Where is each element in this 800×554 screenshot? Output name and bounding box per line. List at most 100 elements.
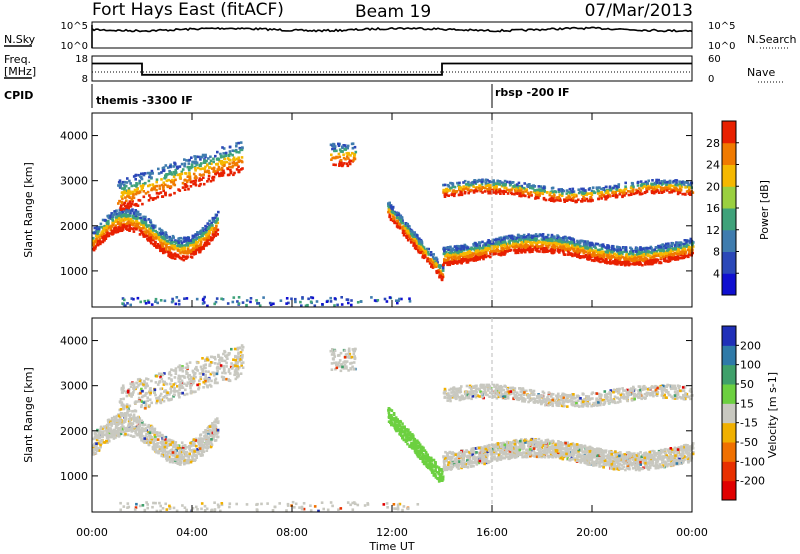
range-gate-cell — [562, 238, 566, 242]
range-gate-cell — [231, 153, 234, 157]
range-gate-cell — [656, 245, 660, 249]
range-gate-cell — [206, 232, 210, 236]
range-gate-cell — [493, 181, 496, 185]
range-gate-cell — [233, 171, 236, 175]
range-gate-cell — [185, 185, 189, 188]
range-gate-cell — [544, 242, 548, 246]
range-gate-cell — [419, 242, 423, 246]
range-gate-cell — [181, 168, 185, 171]
range-gate-cell — [576, 239, 579, 243]
range-gate-cell — [679, 246, 683, 249]
range-gate-cell — [231, 164, 235, 168]
range-gate-cell — [179, 251, 182, 255]
range-gate-cell — [490, 242, 493, 245]
range-gate-cell — [185, 236, 188, 240]
range-gate-cell — [133, 226, 136, 230]
range-gate-cell — [517, 243, 520, 246]
range-gate-cell — [202, 161, 206, 164]
range-gate-cell — [677, 241, 680, 245]
range-gate-cell — [345, 298, 349, 301]
range-gate-cell — [105, 229, 109, 233]
range-gate-cell — [220, 162, 224, 166]
range-gate-cell — [208, 225, 211, 229]
range-gate-cell — [344, 157, 347, 161]
range-gate-cell — [337, 142, 340, 146]
range-gate-cell — [444, 188, 448, 192]
range-gate-cell — [170, 247, 173, 250]
range-gate-cell — [421, 248, 424, 252]
range-gate-cell — [522, 186, 526, 190]
range-gate-cell — [139, 300, 142, 304]
range-gate-cell — [140, 172, 143, 176]
range-gate-cell — [192, 244, 195, 248]
range-gate-cell — [330, 153, 333, 157]
range-gate-cell — [685, 254, 689, 258]
range-gate-cell — [391, 215, 395, 218]
range-gate-cell — [214, 425, 218, 429]
range-gate-cell — [186, 248, 190, 251]
range-gate-cell — [611, 191, 614, 195]
range-gate-cell — [409, 237, 413, 241]
range-gate-cell — [117, 229, 120, 233]
range-gate-cell — [183, 251, 186, 255]
range-gate-cell — [202, 176, 205, 179]
range-gate-cell — [459, 187, 462, 191]
range-gate-cell — [96, 240, 100, 243]
range-gate-cell — [443, 261, 446, 264]
range-gate-cell — [331, 156, 334, 160]
range-gate-cell — [125, 217, 129, 221]
range-gate-cell — [533, 235, 536, 239]
range-gate-cell — [472, 259, 475, 262]
range-gate-cell — [301, 296, 304, 299]
range-gate-cell — [217, 158, 221, 161]
range-gate-cell — [341, 163, 345, 167]
range-gate-cell — [229, 152, 232, 156]
range-gate-cell — [446, 263, 450, 266]
range-gate-cell — [359, 300, 363, 303]
range-gate-cell — [136, 210, 140, 214]
noise-right-tick-bottom: 10^0 — [708, 41, 735, 52]
range-gate-cell — [671, 243, 674, 247]
range-gate-cell — [648, 254, 652, 258]
range-gate-cell — [459, 254, 462, 258]
range-gate-cell — [585, 197, 589, 201]
range-gate-cell — [567, 247, 571, 251]
range-gate-cell — [572, 241, 576, 244]
range-gate-cell — [565, 192, 569, 195]
range-gate-cell — [507, 240, 511, 243]
range-gate-cell — [551, 250, 555, 253]
range-gate-cell — [591, 186, 595, 189]
range-gate-cell — [632, 185, 635, 189]
range-gate-cell — [502, 248, 506, 251]
range-gate-cell — [515, 183, 519, 186]
range-gate-cell — [449, 255, 452, 259]
range-gate-cell — [398, 222, 401, 226]
range-gate-cell — [456, 262, 459, 265]
range-gate-cell — [478, 257, 481, 261]
range-gate-cell — [430, 263, 434, 266]
range-gate-cell — [216, 171, 219, 174]
range-gate-cell — [149, 241, 153, 245]
range-gate-cell — [222, 147, 226, 150]
range-gate-cell — [184, 185, 187, 189]
range-gate-cell — [504, 190, 507, 193]
range-gate-cell — [138, 227, 141, 230]
range-gate-cell — [195, 297, 199, 301]
range-gate-cell — [131, 216, 135, 220]
range-gate-cell — [465, 260, 469, 264]
range-gate-cell — [137, 173, 140, 177]
range-gate-cell — [605, 246, 609, 249]
range-gate-cell — [534, 234, 538, 238]
range-gate-cell — [549, 191, 552, 195]
range-gate-cell — [468, 250, 471, 253]
range-gate-cell — [310, 296, 313, 299]
range-gate-cell — [202, 173, 205, 176]
range-gate-cell — [647, 186, 651, 190]
range-gate-cell — [197, 245, 200, 248]
range-gate-cell — [434, 262, 438, 265]
range-gate-cell — [120, 218, 124, 221]
range-gate-cell — [592, 190, 596, 193]
range-gate-cell — [461, 257, 464, 261]
range-gate-cell — [539, 189, 542, 192]
range-gate-cell — [510, 188, 513, 192]
